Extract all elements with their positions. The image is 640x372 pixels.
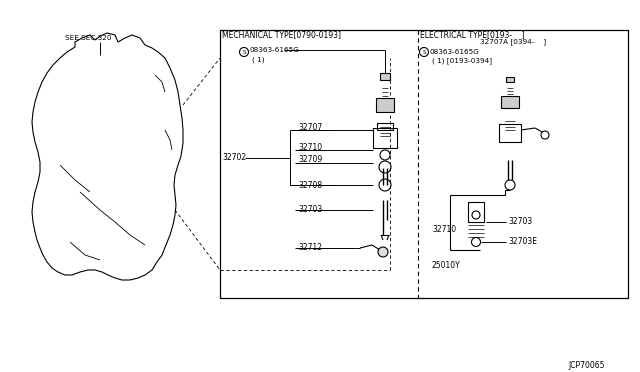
Text: 32710: 32710 xyxy=(432,225,456,234)
Bar xyxy=(380,73,390,80)
Text: ( 1) [0193-0394]: ( 1) [0193-0394] xyxy=(432,58,492,64)
Text: SEE SEC.320: SEE SEC.320 xyxy=(65,35,111,41)
Text: 08363-6165G: 08363-6165G xyxy=(430,49,480,55)
Text: 32710: 32710 xyxy=(298,142,322,151)
Text: 32703: 32703 xyxy=(508,218,532,227)
Text: 32707A [0394-    ]: 32707A [0394- ] xyxy=(480,39,546,45)
Bar xyxy=(506,77,514,82)
Bar xyxy=(376,98,394,112)
Text: S: S xyxy=(243,49,246,55)
Bar xyxy=(373,128,397,148)
Text: ( 1): ( 1) xyxy=(252,57,264,63)
Text: 32708: 32708 xyxy=(298,180,322,189)
Text: ELECTRICAL TYPE[0193-    ]: ELECTRICAL TYPE[0193- ] xyxy=(420,31,525,39)
Bar xyxy=(377,123,393,130)
Text: 32703: 32703 xyxy=(298,205,323,215)
Bar xyxy=(220,30,628,298)
Bar xyxy=(501,96,519,108)
Text: 32709: 32709 xyxy=(298,155,323,164)
Text: 32703E: 32703E xyxy=(508,237,537,247)
Text: 32707: 32707 xyxy=(298,122,323,131)
Text: 32702: 32702 xyxy=(222,154,246,163)
Text: MECHANICAL TYPE[0790-0193]: MECHANICAL TYPE[0790-0193] xyxy=(222,31,341,39)
Bar xyxy=(468,202,484,222)
Bar xyxy=(499,124,521,142)
Text: 08363-6165G: 08363-6165G xyxy=(250,47,300,53)
Text: 32712: 32712 xyxy=(298,244,322,253)
Text: S: S xyxy=(422,49,426,55)
Text: JCP70065: JCP70065 xyxy=(568,362,605,371)
Circle shape xyxy=(378,247,388,257)
Text: 25010Y: 25010Y xyxy=(432,260,461,269)
